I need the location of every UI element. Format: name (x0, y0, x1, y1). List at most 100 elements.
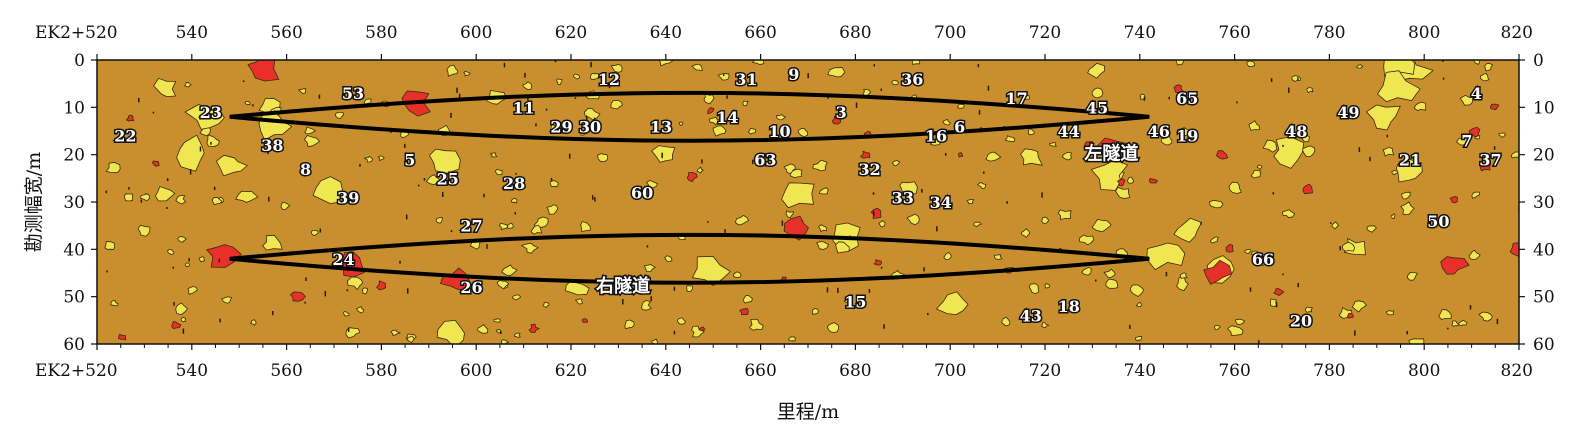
speck (1406, 331, 1408, 335)
red-patch (247, 60, 280, 82)
speck (1329, 222, 1332, 224)
speck (105, 190, 108, 194)
yellow-patch (797, 128, 808, 138)
speck (1200, 222, 1202, 225)
yellow-patch (1256, 164, 1263, 171)
yellow-patch (1254, 253, 1268, 266)
red-patch (273, 141, 282, 150)
speck (826, 287, 829, 293)
anomaly-label: 37 (1479, 150, 1501, 169)
speck (608, 86, 611, 89)
red-patch (1347, 312, 1354, 319)
speck (1257, 340, 1260, 344)
yellow-patch (775, 114, 786, 121)
yellow-patch (966, 199, 975, 205)
y-axis-title: 勘测幅宽/m (23, 152, 45, 252)
anomaly-label: 50 (1427, 212, 1449, 231)
yellow-patch (1020, 148, 1043, 166)
yellow-patch (1041, 322, 1050, 329)
red-patch (1509, 242, 1519, 257)
yellow-patch (1234, 318, 1245, 325)
speck (503, 62, 506, 68)
yellow-patch (496, 280, 510, 290)
yellow-patch (827, 67, 846, 78)
x-tick-label-top: 780 (1313, 23, 1345, 43)
yellow-patch (1471, 191, 1481, 199)
red-patch (118, 333, 127, 341)
yellow-patch (891, 160, 900, 167)
anomaly-label: 4 (1471, 84, 1482, 103)
yellow-patch (429, 148, 461, 174)
yellow-patch (762, 154, 769, 160)
yellow-patch (512, 294, 522, 301)
yellow-patch (1103, 268, 1116, 278)
x-tick-label-bottom: EK2+520 (35, 361, 118, 381)
yellow-patch (235, 190, 259, 203)
y-tick-label-right: 40 (1533, 240, 1555, 260)
speck (404, 143, 406, 148)
red-patch (1097, 137, 1127, 163)
yellow-patch (1061, 152, 1072, 161)
x-tick-label-bottom: 660 (744, 361, 776, 381)
yellow-patch (973, 221, 982, 227)
speck (173, 301, 175, 306)
speck (450, 112, 452, 118)
speck (166, 207, 168, 209)
yellow-patch (712, 125, 727, 137)
speck (1358, 147, 1361, 152)
yellow-patch (556, 78, 563, 85)
speck (983, 171, 985, 174)
anomaly-label: 31 (735, 70, 757, 89)
yellow-patch (311, 230, 319, 236)
anomaly-label: 8 (300, 160, 311, 179)
yellow-patch (187, 286, 198, 295)
yellow-patch (651, 145, 676, 163)
y-tick-label-left: 60 (63, 335, 85, 355)
x-tick-label-top: 540 (176, 23, 208, 43)
anomaly-label: 21 (1399, 150, 1421, 169)
speck (1442, 60, 1444, 62)
yellow-patch (244, 101, 251, 106)
speck (128, 187, 130, 190)
speck (590, 61, 592, 68)
anomaly-label: 17 (1005, 89, 1027, 108)
yellow-patch (1246, 60, 1256, 67)
yellow-patch (1146, 242, 1186, 270)
yellow-patch (818, 224, 828, 232)
speck (701, 159, 703, 164)
yellow-patch (363, 98, 372, 105)
yellow-patch (1391, 170, 1399, 175)
anomaly-label: 11 (512, 98, 534, 117)
yellow-patch (578, 129, 586, 136)
yellow-patch (522, 81, 533, 90)
yellow-patch (781, 182, 815, 209)
left-tunnel-outline (229, 90, 1150, 143)
anomaly-label: 20 (1290, 311, 1312, 330)
anomaly-label: 25 (437, 169, 459, 188)
yellow-patch (1305, 306, 1313, 313)
yellow-patch (110, 300, 119, 307)
yellow-patch (717, 73, 730, 81)
speck (423, 178, 426, 181)
speck (252, 104, 254, 107)
x-tick-label-top: 700 (934, 23, 966, 43)
red-patch (1084, 141, 1094, 149)
speck (1006, 201, 1008, 204)
anomaly-label: 27 (460, 217, 482, 236)
speck (1249, 287, 1252, 292)
yellow-patch (1306, 87, 1314, 93)
yellow-patch (827, 322, 840, 333)
yellow-patch (1130, 284, 1145, 297)
yellow-patch (1456, 135, 1469, 146)
yellow-patch (258, 110, 293, 141)
speck (138, 97, 140, 103)
speck (769, 152, 771, 157)
yellow-patch (862, 89, 871, 97)
yellow-patch (1366, 104, 1401, 131)
speck (1369, 156, 1371, 162)
yellow-patch (899, 181, 918, 197)
speck (987, 85, 990, 91)
yellow-patch (783, 163, 796, 174)
red-patch (1203, 259, 1232, 285)
